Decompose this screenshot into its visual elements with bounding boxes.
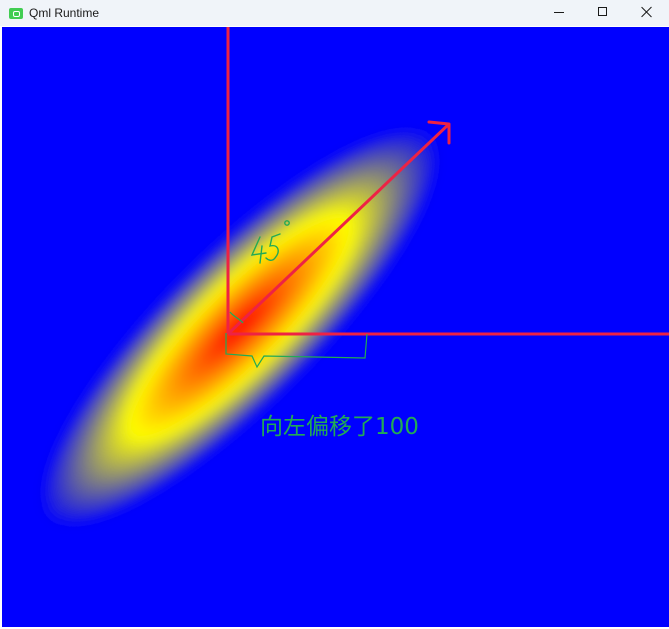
qml-canvas: 向左偏移了100 xyxy=(2,27,669,627)
diagonal-arrow-line xyxy=(226,122,451,336)
window-controls xyxy=(537,0,669,26)
angle-arc-mark xyxy=(229,311,244,324)
maximize-button[interactable] xyxy=(581,0,625,26)
canvas-drawing xyxy=(2,27,669,627)
angle-label-45 xyxy=(250,220,290,264)
offset-annotation-text: 向左偏移了100 xyxy=(260,414,419,440)
offset-brace-mark xyxy=(225,333,368,369)
qt-logo-icon xyxy=(9,7,23,19)
close-icon xyxy=(641,6,653,18)
arrow-head xyxy=(427,120,451,145)
title-bar[interactable]: Qml Runtime xyxy=(0,0,669,26)
maximize-icon xyxy=(598,7,607,16)
close-button[interactable] xyxy=(625,0,669,26)
minimize-button[interactable] xyxy=(537,0,581,26)
minimize-icon xyxy=(554,12,564,13)
window-title: Qml Runtime xyxy=(29,6,100,20)
